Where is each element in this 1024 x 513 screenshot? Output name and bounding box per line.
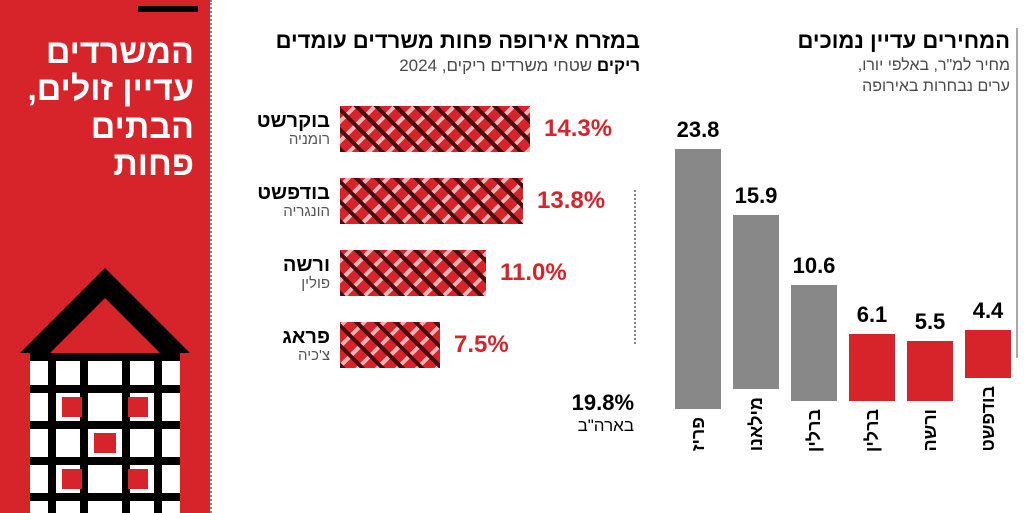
price-bar-rect xyxy=(791,285,837,401)
vacancy-ref-pct: 19.8% xyxy=(230,390,634,416)
vacancy-country: צ'כיה xyxy=(230,347,330,364)
vacancy-subtitle: ריקים שטחי משרדים ריקים, 2024 xyxy=(230,56,640,76)
vacancy-country: רומניה xyxy=(230,131,330,148)
price-bar-city: בודפשט xyxy=(978,386,999,452)
vacancy-pct: 11.0% xyxy=(500,259,567,287)
vacancy-pct: 13.8% xyxy=(537,187,605,215)
vacancy-pct: 7.5% xyxy=(454,331,509,359)
vacancy-bar xyxy=(340,106,530,152)
vacancy-city: ורשה xyxy=(230,255,330,275)
price-bar: 15.9 מילאנו xyxy=(733,183,779,451)
vacancy-bar xyxy=(340,250,486,296)
vacancy-row: בודפשט הונגריה 13.8% xyxy=(230,174,640,228)
price-bar: 4.4 בודפשט xyxy=(965,298,1011,452)
price-bar: 23.8 פריז xyxy=(675,117,721,451)
vacancy-pct: 14.3% xyxy=(544,115,612,143)
vacancy-ref-label: בארה"ב xyxy=(230,416,634,436)
vacancy-label: פראג צ'כיה xyxy=(230,327,340,364)
price-title: המחירים עדיין נמוכים xyxy=(676,28,1010,54)
price-subtitle: מחיר למ"ר, באלפי יורו,ערים נבחרות באירופ… xyxy=(676,56,1010,98)
price-divider xyxy=(1016,28,1018,358)
price-bar-value: 5.5 xyxy=(915,309,946,335)
price-bar-rect xyxy=(965,330,1011,378)
price-bar-rect xyxy=(907,341,953,401)
vacancy-bar xyxy=(340,322,440,368)
price-bar-area: 23.8 פריז 15.9 מילאנו 10.6 ברלין 6.1 ברל… xyxy=(676,122,1010,452)
decor-bar xyxy=(138,6,198,12)
price-bar-value: 15.9 xyxy=(735,183,778,209)
price-bar-city: ברלין xyxy=(804,409,825,452)
vacancy-bar xyxy=(340,178,523,224)
price-bar-city: ורשה xyxy=(920,409,941,451)
price-bar-city: ברלין xyxy=(862,409,883,452)
vacancy-title: במזרח אירופה פחות משרדים עומדים xyxy=(230,28,640,54)
price-bar-rect xyxy=(675,149,721,409)
vacancy-label: בוקרשט רומניה xyxy=(230,111,340,148)
price-bar: 10.6 ברלין xyxy=(791,253,837,452)
price-bar-value: 6.1 xyxy=(857,302,888,328)
price-bar: 6.1 ברלין xyxy=(849,302,895,452)
vacancy-row: ורשה פולין 11.0% xyxy=(230,246,640,300)
price-bar-city: מילאנו xyxy=(746,397,767,451)
vacancy-country: פולין xyxy=(230,275,330,292)
vacancy-label: ורשה פולין xyxy=(230,255,340,292)
price-bar-value: 10.6 xyxy=(793,253,836,279)
price-bar-rect xyxy=(733,215,779,389)
price-bar-value: 23.8 xyxy=(677,117,720,143)
price-bar: 5.5 ורשה xyxy=(907,309,953,451)
infographic-canvas: המשרדים עדיין זולים, הבתים פחות xyxy=(0,0,1024,513)
price-bar-city: פריז xyxy=(688,417,709,451)
vacancy-section: במזרח אירופה פחות משרדים עומדים ריקים שט… xyxy=(210,0,664,513)
vacancy-row: פראג צ'כיה 7.5% xyxy=(230,318,640,372)
house-illustration xyxy=(20,268,190,513)
price-bar-rect xyxy=(849,334,895,401)
vacancy-axis-dotted xyxy=(634,190,636,344)
price-bar-value: 4.4 xyxy=(973,298,1004,324)
vacancy-list: בוקרשט רומניה 14.3% בודפשט הונגריה 13.8%… xyxy=(230,102,640,372)
vacancy-row: בוקרשט רומניה 14.3% xyxy=(230,102,640,156)
price-section: המחירים עדיין נמוכים מחיר למ"ר, באלפי יו… xyxy=(664,0,1024,513)
headline-panel: המשרדים עדיין זולים, הבתים פחות xyxy=(0,0,210,513)
vacancy-city: בוקרשט xyxy=(230,111,330,131)
vacancy-country: הונגריה xyxy=(230,203,330,220)
vacancy-city: בודפשט xyxy=(230,183,330,203)
vacancy-reference: 19.8% בארה"ב xyxy=(230,390,640,436)
headline-text: המשרדים עדיין זולים, הבתים פחות xyxy=(16,34,194,184)
vacancy-label: בודפשט הונגריה xyxy=(230,183,340,220)
vacancy-city: פראג xyxy=(230,327,330,347)
